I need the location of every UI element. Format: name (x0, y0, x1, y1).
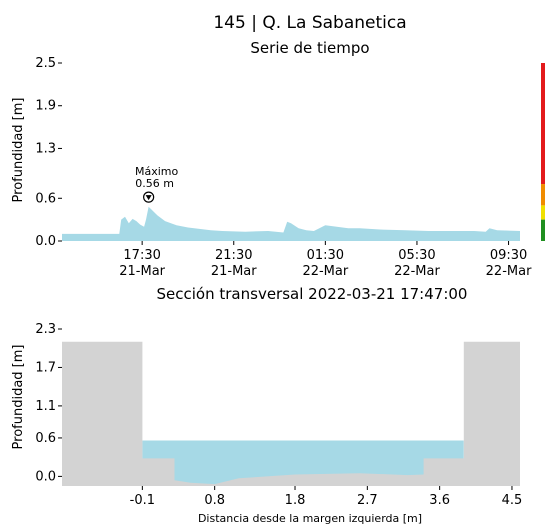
channel-ground (62, 341, 520, 486)
maximum-label: Máximo (135, 165, 179, 178)
cross-section-chart: Sección transversal 2022-03-21 17:47:00 … (11, 285, 522, 525)
time-series-y-axis-label: Profundidad [m] (11, 98, 26, 203)
figure-title: 145 | Q. La Sabanetica (213, 13, 406, 33)
cross-section-x-tick-label: 4.5 (502, 493, 523, 508)
time-series-subtitle: Serie de tiempo (250, 39, 369, 57)
time-series-x-tick-time: 09:30 (490, 248, 527, 263)
cross-section-y-tick-label: 1.1 (35, 399, 56, 414)
time-series-x-tick-time: 21:30 (215, 248, 252, 263)
cross-section-y-tick-label: 2.3 (35, 322, 56, 337)
time-series-y-tick-label: 1.3 (35, 141, 56, 156)
cross-section-y-tick-label: 1.7 (35, 360, 56, 375)
time-series-chart: Serie de tiempo Profundidad [m] 0.0 0.6 1.… (11, 39, 545, 279)
time-series-x-tick-time: 17:30 (123, 248, 160, 263)
time-series-plot-area: 0.00.61.31.92.517:3021-Mar21:3021-Mar01:… (35, 56, 545, 279)
time-series-x-tick-time: 05:30 (398, 248, 435, 263)
time-series-y-tick-label: 0.0 (35, 234, 56, 249)
cross-section-plot-area: 0.0 0.6 1.1 1.7 2.3 -0.1 0.8 1.8 2.7 3.6 4.5 (35, 322, 522, 508)
maximum-value: 0.56 m (135, 177, 174, 190)
cross-section-x-tick-label: -0.1 (130, 493, 155, 508)
cross-section-y-tick-label: 0.6 (35, 431, 56, 446)
cross-section-x-tick-label: 3.6 (429, 493, 450, 508)
cross-section-x-tick-label: 2.7 (357, 493, 378, 508)
cross-section-x-axis-label: Distancia desde la margen izquierda [m] (198, 512, 422, 525)
time-series-x-tick-time: 01:30 (307, 248, 344, 263)
time-series-x-tick-date: 21-Mar (119, 264, 165, 279)
time-series-x-tick-date: 22-Mar (302, 264, 348, 279)
cross-section-x-tick-label: 0.8 (204, 493, 225, 508)
cross-section-y-tick-label: 0.0 (35, 469, 56, 484)
time-series-area (62, 206, 520, 241)
cross-section-y-axis-label: Profundidad [m] (11, 345, 26, 450)
time-series-y-tick-label: 1.9 (35, 99, 56, 114)
time-series-y-tick-label: 0.6 (35, 191, 56, 206)
time-series-x-tick-date: 21-Mar (211, 264, 257, 279)
time-series-x-tick-date: 22-Mar (486, 264, 532, 279)
time-series-y-tick-label: 2.5 (35, 56, 56, 71)
maximum-marker-arrow (145, 195, 152, 201)
time-series-x-tick-date: 22-Mar (394, 264, 440, 279)
cross-section-subtitle: Sección transversal 2022-03-21 17:47:00 (157, 285, 468, 303)
cross-section-x-tick-label: 1.8 (285, 493, 306, 508)
